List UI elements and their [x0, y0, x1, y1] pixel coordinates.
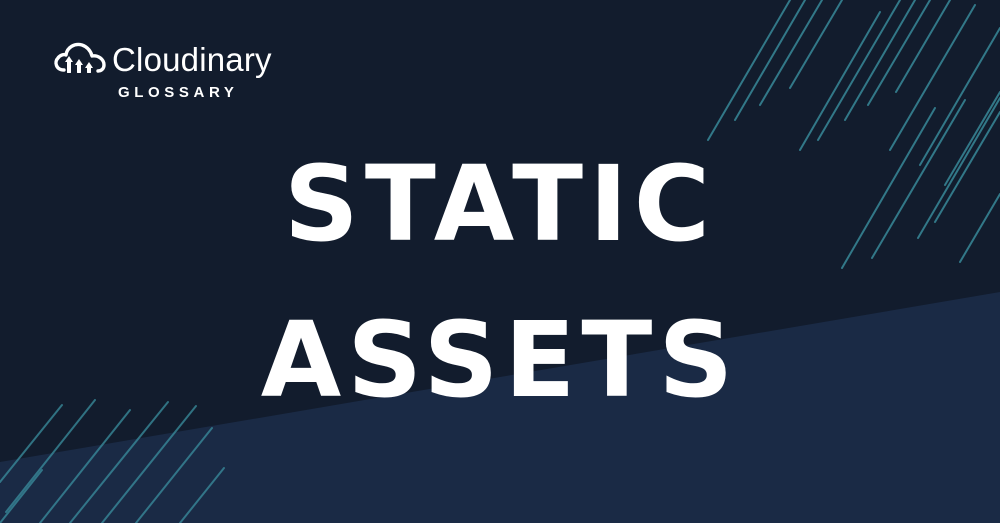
decorative-stripes-top-right: [707, 0, 1000, 269]
decorative-stripes-bottom-left: [0, 399, 225, 523]
background-lower-panel: [0, 292, 1000, 523]
brand-subtitle: GLOSSARY: [118, 84, 239, 101]
headline-line-1: STATIC: [283, 143, 717, 265]
brand-name: Cloudinary: [112, 41, 272, 78]
cloud-upload-icon: [54, 42, 106, 73]
headline-line-2: ASSETS: [260, 299, 740, 421]
brand-header: Cloudinary GLOSSARY: [52, 38, 292, 104]
